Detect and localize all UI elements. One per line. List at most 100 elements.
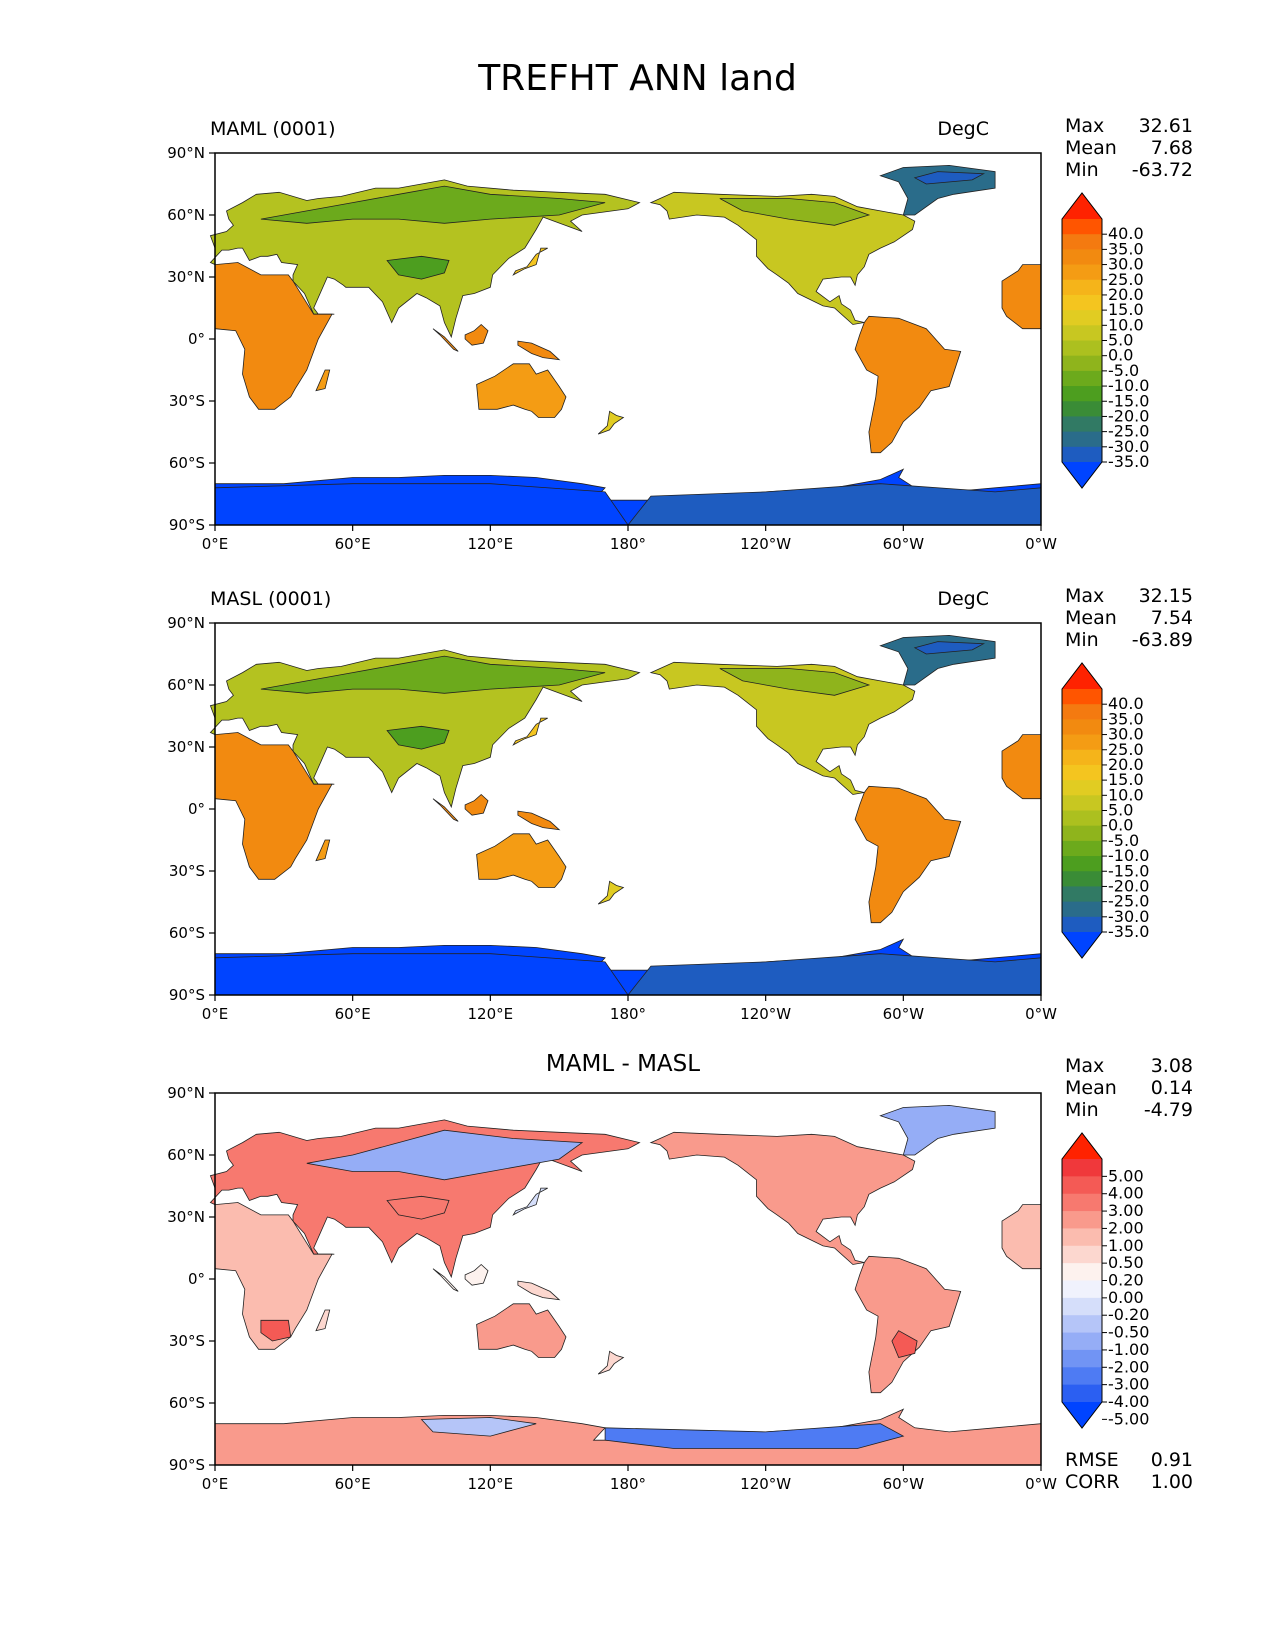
panel-center-label: MAML - MASL [545, 1051, 701, 1077]
colorbar-bin [1062, 264, 1102, 281]
colorbar-bin [1062, 1332, 1102, 1351]
colorbar-bin [1062, 1263, 1102, 1281]
colorbar-tick-label: 5.00 [1108, 1166, 1144, 1185]
y-tick-label: 90°N [167, 614, 205, 632]
colorbar-bin [1062, 401, 1102, 417]
x-tick-label: 120°W [740, 1005, 791, 1023]
landmass-nz [597, 1350, 625, 1375]
colorbar-tick-label: 25.0 [1108, 740, 1144, 759]
panel-left-label: MAML (0001) [210, 118, 336, 140]
colorbar-tick-label: -5.0 [1108, 831, 1139, 850]
x-tick-label: 60°E [335, 1005, 371, 1023]
colorbar-bin [1062, 340, 1102, 357]
y-tick-label: 30°S [169, 1332, 205, 1350]
landmass-japan [512, 247, 548, 276]
stat-rmse-value: 0.91 [1150, 1449, 1193, 1471]
x-tick-label: 60°E [335, 535, 371, 553]
colorbar: 40.035.030.025.020.015.010.05.00.0-5.0-1… [1061, 662, 1149, 959]
colorbar-tick-label: 40.0 [1108, 224, 1144, 243]
stat-corr-value: 1.00 [1150, 1471, 1193, 1493]
x-tick-label: 180° [610, 535, 646, 553]
colorbar-bin [1062, 795, 1102, 811]
colorbar-bin [1062, 871, 1102, 887]
landmass-westafrica [1001, 264, 1042, 330]
colorbar-tick-label: 20.0 [1108, 755, 1144, 774]
x-tick-label: 120°W [740, 535, 791, 553]
colorbar-bin [1062, 704, 1102, 720]
colorbar-bin [1062, 886, 1102, 903]
colorbar-tick-label: -1.00 [1108, 1340, 1149, 1359]
colorbar-extend-min [1062, 1402, 1102, 1428]
stat-min-label: Min [1065, 159, 1099, 181]
landmass-newguinea [517, 1280, 561, 1301]
shading-southern-africa [260, 1319, 292, 1342]
x-tick-label: 0°E [202, 535, 229, 553]
colorbar-bin [1062, 1367, 1102, 1386]
x-tick-label: 0°W [1025, 535, 1057, 553]
landmass-samerica [854, 785, 962, 924]
stat-mean-label: Mean [1065, 137, 1117, 159]
colorbar-bin [1062, 386, 1102, 402]
shading-siberia [260, 185, 606, 224]
y-tick-label: 30°N [167, 738, 205, 756]
colorbar-bin [1062, 355, 1102, 372]
colorbar-bin [1062, 325, 1102, 341]
colorbar-bin [1062, 416, 1102, 433]
colorbar-tick-label: -35.0 [1108, 922, 1149, 941]
stat-max-label: Max [1065, 115, 1105, 137]
shading-east-antarctica [214, 953, 629, 996]
colorbar-bin [1062, 1349, 1102, 1368]
stat-mean-value: 7.54 [1150, 607, 1193, 629]
colorbar-tick-label: 35.0 [1108, 709, 1144, 728]
x-tick-label: 60°E [335, 1475, 371, 1493]
colorbar-tick-label: -4.00 [1108, 1392, 1149, 1411]
y-tick-label: 90°S [169, 1456, 205, 1474]
colorbar-tick-label: -30.0 [1108, 437, 1149, 456]
landmass-westafrica [1001, 734, 1042, 800]
stat-max-value: 32.15 [1138, 585, 1193, 607]
map-plot: 0°E 60°E 120°E 180° 120°W 60°W 0°W 90°N 60°N 30°N… [167, 144, 1149, 553]
shading-tibet [386, 255, 450, 280]
landmass-africa [214, 1202, 333, 1350]
map-panel-test: MAML (0001) DegC Max 32.61 Mean 7.68 Min… [0, 115, 1275, 585]
colorbar-tick-label: 10.0 [1108, 315, 1144, 334]
panel-units: DegC [937, 588, 989, 610]
landmass-sumatra [432, 798, 459, 822]
shading-tibet [386, 1195, 450, 1220]
landmass-madagascar [315, 1309, 331, 1332]
y-tick-label: 90°N [167, 1084, 205, 1102]
colorbar-tick-label: 0.50 [1108, 1253, 1144, 1272]
colorbar-extend-min [1062, 932, 1102, 958]
colorbar-tick-label: 30.0 [1108, 255, 1144, 274]
colorbar-bin [1062, 1159, 1102, 1177]
landmass-newguinea [517, 810, 561, 831]
map-panel-reference: MASL (0001) DegC Max 32.15 Mean 7.54 Min… [0, 585, 1275, 1055]
map-plot: 0°E 60°E 120°E 180° 120°W 60°W 0°W 90°N 60°N 30°N… [167, 1084, 1149, 1493]
shading-east-antarctica [214, 483, 629, 526]
y-tick-label: 30°S [169, 392, 205, 410]
colorbar-tick-label: 20.0 [1108, 285, 1144, 304]
y-tick-label: 90°N [167, 144, 205, 162]
colorbar-bin [1062, 1245, 1102, 1264]
colorbar-bin [1062, 294, 1102, 311]
panel-left-label: MASL (0001) [210, 588, 332, 610]
colorbar-bin [1062, 279, 1102, 296]
x-tick-label: 0°E [202, 1005, 229, 1023]
colorbar-tick-label: -5.00 [1108, 1409, 1149, 1428]
stat-mean-value: 7.68 [1150, 137, 1193, 159]
colorbar-bin [1062, 719, 1102, 736]
colorbar-bin [1062, 856, 1102, 872]
landmass-japan [512, 717, 548, 746]
y-tick-label: 0° [188, 1270, 205, 1288]
y-tick-label: 60°N [167, 676, 205, 694]
x-tick-label: 120°E [468, 535, 514, 553]
colorbar-tick-label: 30.0 [1108, 725, 1144, 744]
stat-max-label: Max [1065, 585, 1105, 607]
colorbar-extend-max [1062, 193, 1102, 219]
x-tick-label: 60°W [883, 535, 925, 553]
colorbar-extend-max [1062, 663, 1102, 689]
landmass-samerica [854, 1255, 962, 1394]
colorbar-tick-label: -5.0 [1108, 361, 1139, 380]
landmass-africa [214, 732, 333, 880]
colorbar-bin [1062, 916, 1102, 933]
